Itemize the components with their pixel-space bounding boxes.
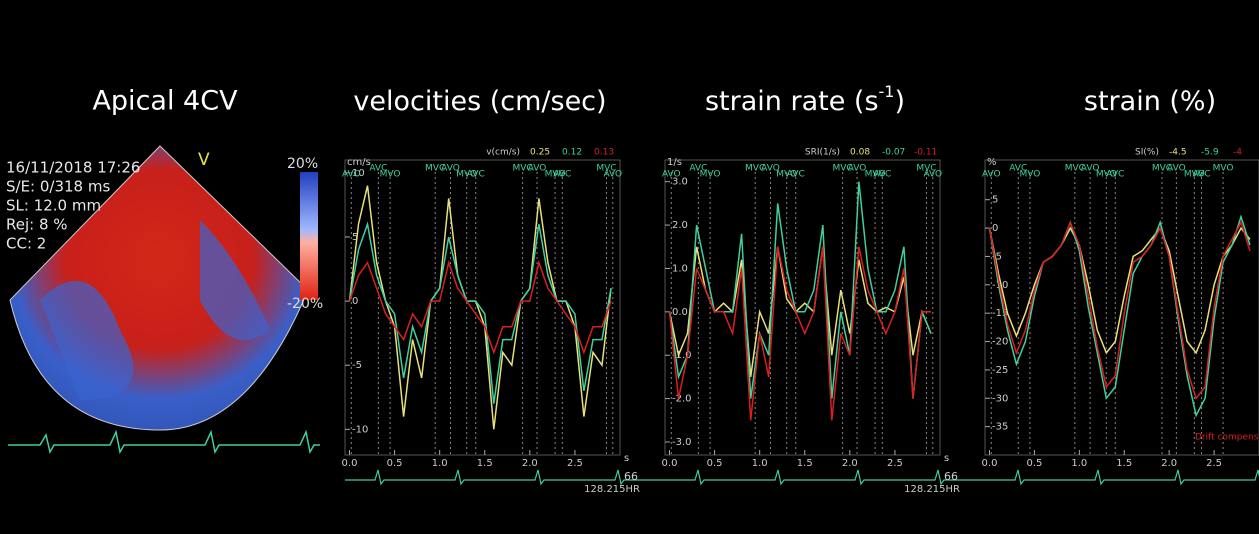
event-label: MVO	[380, 170, 401, 180]
readout: -4	[1233, 148, 1242, 158]
y-tick-label: 0.0	[672, 307, 688, 318]
chart-title-text: velocities (cm/sec)	[353, 86, 606, 117]
hr-value: 66	[944, 470, 958, 483]
event-label: AVO	[761, 164, 780, 174]
readout: 0.25	[530, 148, 550, 158]
hr-value: 66	[624, 470, 638, 483]
x-tick-label: 0.0	[342, 458, 358, 469]
event-label: AVO	[848, 164, 867, 174]
event-label: AVC	[1106, 170, 1124, 180]
readout: -0.11	[914, 148, 937, 158]
chart-title-text: strain rate (s	[705, 86, 879, 117]
readout: 0.13	[594, 148, 614, 158]
y-tick-label: -25	[992, 365, 1008, 376]
x-unit: s	[944, 453, 949, 464]
color-bar	[300, 172, 318, 300]
event-label: MVO	[1019, 170, 1040, 180]
x-tick-label: 0.5	[1026, 458, 1042, 469]
y-tick-label: 1.0	[672, 263, 688, 274]
chart-title-superscript: -1	[879, 82, 895, 101]
x-tick-label: 2.5	[887, 458, 903, 469]
x-tick-label: 2.5	[567, 458, 583, 469]
readout-label: SI(%)	[1135, 148, 1159, 158]
readout: -5.9	[1201, 148, 1219, 158]
event-label: AVO	[441, 164, 460, 174]
y-tick-label: 5	[992, 195, 998, 206]
event-label: AVC	[1192, 170, 1210, 180]
y-unit: %	[987, 157, 997, 168]
se: S/E: 0/318 ms	[6, 178, 110, 196]
event-label: AVO	[1167, 164, 1186, 174]
x-tick-label: 1.0	[752, 458, 768, 469]
y-tick-label: -3.0	[672, 437, 692, 448]
x-tick-label: 0.0	[662, 458, 678, 469]
event-label: MVO	[1213, 164, 1234, 174]
figure: Apical 4CV 20% -20% V 16/11/2018 17:26 S…	[0, 0, 1259, 534]
x-tick-label: 0.5	[707, 458, 723, 469]
x-tick-label: 1.5	[477, 458, 493, 469]
x-unit: s	[624, 453, 629, 464]
y-tick-label: -5	[352, 360, 362, 371]
y-unit: cm/s	[347, 157, 371, 168]
event-label: AVO	[342, 170, 361, 180]
event-label: AVO	[603, 170, 622, 180]
readout: 0.08	[850, 148, 870, 158]
y-tick-label: -30	[992, 393, 1008, 404]
x-tick-label: 2.0	[842, 458, 858, 469]
y-unit: 1/s	[667, 157, 682, 168]
sl: SL: 12.0 mm	[6, 197, 101, 215]
scale-top: 20%	[287, 156, 318, 172]
readout: -4.5	[1169, 148, 1187, 158]
event-label: AVO	[528, 164, 547, 174]
chart-title-suffix: )	[894, 86, 905, 117]
event-label: AVO	[1081, 164, 1100, 174]
hr-text: 128.215HR	[584, 484, 640, 495]
chart-title-text: strain (%)	[1084, 86, 1216, 117]
event-label: AVO	[923, 170, 942, 180]
x-tick-label: 1.5	[797, 458, 813, 469]
y-tick-label: 0	[992, 223, 998, 234]
x-tick-label: 0.0	[982, 458, 998, 469]
event-label: MVO	[700, 170, 721, 180]
readout: 0.12	[562, 148, 582, 158]
readout-label: SRI(1/s)	[805, 148, 840, 158]
y-tick-label: 0	[352, 296, 358, 307]
readout-label: v(cm/s)	[486, 148, 520, 158]
y-tick-label: -10	[352, 424, 368, 435]
y-tick-label: -2.0	[672, 394, 692, 405]
annotation: Drift compensation	[1195, 433, 1259, 443]
event-label: AVO	[662, 170, 681, 180]
panel-title: Apical 4CV	[92, 86, 238, 117]
y-tick-label: -20	[992, 337, 1008, 348]
x-tick-label: 2.5	[1206, 458, 1222, 469]
event-label: AVC	[467, 170, 485, 180]
date: 16/11/2018 17:26	[6, 159, 140, 177]
x-tick-label: 2.0	[1161, 458, 1177, 469]
y-tick-label: -35	[992, 422, 1008, 433]
event-label: AVC	[787, 170, 805, 180]
y-tick-label: 2.0	[672, 220, 688, 231]
hr-text: 128.215HR	[904, 484, 960, 495]
cc: CC: 2	[6, 235, 46, 253]
rej: Rej: 8 %	[6, 216, 68, 234]
x-tick-label: 1.0	[432, 458, 448, 469]
readout: -0.07	[882, 148, 905, 158]
chart-title: strain rate (s-1)	[705, 82, 905, 117]
scale-bottom: -20%	[287, 296, 323, 312]
event-label: AVC	[873, 170, 891, 180]
event-label: AVO	[982, 170, 1001, 180]
marker: V	[198, 150, 210, 170]
chart-title: velocities (cm/sec)	[353, 86, 606, 117]
x-tick-label: 2.0	[522, 458, 538, 469]
event-label: AVC	[553, 170, 571, 180]
x-tick-label: 0.5	[387, 458, 403, 469]
chart-title: strain (%)	[1084, 86, 1216, 117]
x-tick-label: 1.5	[1116, 458, 1132, 469]
x-tick-label: 1.0	[1071, 458, 1087, 469]
